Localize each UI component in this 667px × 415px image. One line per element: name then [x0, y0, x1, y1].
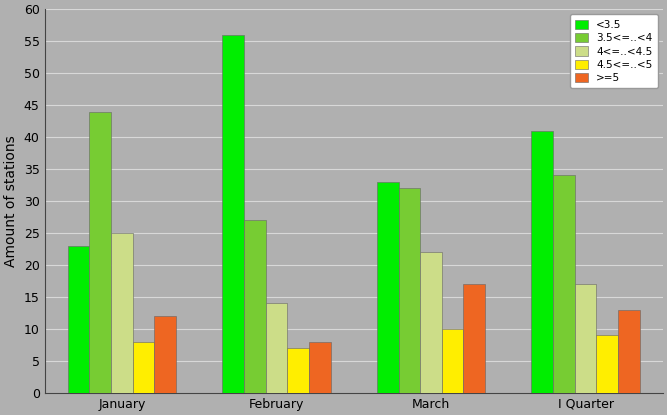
Bar	[464, 284, 485, 393]
Bar	[154, 316, 176, 393]
Bar	[244, 220, 265, 393]
Bar	[420, 252, 442, 393]
Bar	[596, 335, 618, 393]
Bar	[553, 176, 575, 393]
Bar	[618, 310, 640, 393]
Bar	[442, 329, 464, 393]
Bar	[398, 188, 420, 393]
Bar	[111, 233, 133, 393]
Bar	[68, 246, 89, 393]
Bar	[377, 182, 398, 393]
Y-axis label: Amount of stations: Amount of stations	[4, 135, 18, 267]
Bar	[133, 342, 154, 393]
Bar	[309, 342, 331, 393]
Bar	[89, 112, 111, 393]
Bar	[575, 284, 596, 393]
Bar	[532, 131, 553, 393]
Bar	[222, 35, 244, 393]
Bar	[265, 303, 287, 393]
Bar	[287, 348, 309, 393]
Legend: <3.5, 3.5<=..<4, 4<=..<4.5, 4.5<=..<5, >=5: <3.5, 3.5<=..<4, 4<=..<4.5, 4.5<=..<5, >…	[570, 15, 658, 88]
